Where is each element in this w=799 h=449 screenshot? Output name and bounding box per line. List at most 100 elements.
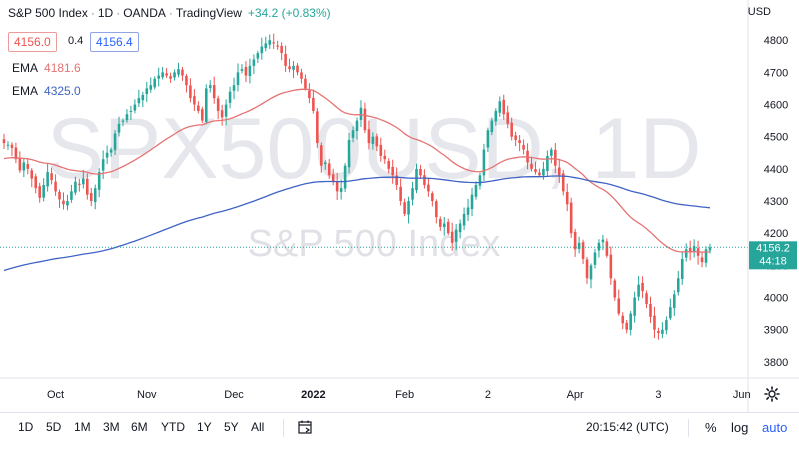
- candle-body: [633, 297, 636, 316]
- ema-lines: [3, 88, 711, 272]
- price-axis[interactable]: 3800390040004100420043004400450046004700…: [764, 35, 788, 369]
- candle-body: [383, 155, 387, 160]
- time-tick-label: Oct: [47, 389, 64, 401]
- settings-gear-icon[interactable]: [764, 386, 780, 402]
- candle-body: [38, 186, 41, 198]
- candle-body: [117, 123, 121, 133]
- buy-price-box[interactable]: 4156.4: [90, 32, 139, 52]
- candle-body: [101, 159, 105, 171]
- candle-body: [252, 59, 256, 66]
- candle-body: [86, 178, 89, 195]
- candle-body: [288, 66, 291, 70]
- candle-body: [375, 136, 379, 147]
- candle-body: [411, 188, 414, 200]
- candle-body: [201, 109, 204, 121]
- candle-body: [680, 258, 684, 279]
- candle-body: [240, 69, 244, 71]
- candle-body: [268, 40, 272, 45]
- price-change: +34.2 (+0.83%): [247, 6, 331, 20]
- candle-body: [379, 144, 383, 156]
- calendar-range-icon[interactable]: [297, 419, 313, 435]
- candle-body: [692, 246, 696, 252]
- log-toggle[interactable]: log: [731, 420, 749, 435]
- candle-body: [597, 242, 601, 251]
- price-tick-label: 3900: [764, 325, 788, 337]
- currency-label[interactable]: USD: [747, 6, 771, 18]
- candle-body: [121, 120, 125, 122]
- candle-body: [490, 120, 494, 133]
- candle-body: [331, 174, 335, 182]
- spread-value: 0.4: [68, 35, 84, 47]
- candle-body: [458, 223, 462, 233]
- candle-body: [145, 88, 149, 94]
- ema-fast-label: EMA: [12, 61, 39, 75]
- last-price-label-bg: [749, 241, 797, 270]
- candle-body: [82, 178, 85, 185]
- candle-body: [292, 65, 295, 70]
- candle-body: [74, 181, 77, 193]
- timeframe-1m[interactable]: 1M: [74, 420, 91, 434]
- timeframe-ytd[interactable]: YTD: [161, 420, 185, 434]
- clock-time[interactable]: 20:15:42 (UTC): [586, 420, 669, 434]
- candle-body: [561, 173, 565, 192]
- candle-body: [494, 110, 498, 122]
- candle-body: [387, 161, 391, 169]
- candle-body: [351, 130, 355, 138]
- timeframe-5d[interactable]: 5D: [46, 420, 62, 434]
- candle-body: [276, 45, 279, 47]
- candle-body: [538, 172, 541, 176]
- candle-body: [427, 184, 430, 192]
- candle-body: [502, 99, 506, 115]
- candle-body: [423, 175, 426, 185]
- candle-body: [149, 85, 153, 90]
- price-tick-label: 4700: [764, 67, 788, 79]
- symbol-name[interactable]: S&P 500 Index: [8, 6, 88, 20]
- candle-body: [161, 72, 164, 78]
- candle-body: [78, 183, 81, 185]
- timeframe-6m[interactable]: 6M: [131, 420, 148, 434]
- candle-body: [316, 111, 319, 144]
- candle-body: [66, 201, 69, 206]
- time-tick-label: 2022: [301, 389, 325, 401]
- ema-slow-legend[interactable]: EMA 4325.0: [12, 84, 81, 98]
- candle-body: [304, 78, 307, 89]
- candle-body: [542, 168, 545, 176]
- time-axis[interactable]: Oct Nov Dec 2022 Feb 2 Apr 3 Jun: [47, 389, 751, 401]
- candle-body: [157, 75, 160, 79]
- candle-body: [676, 278, 680, 293]
- timeframe-1y[interactable]: 1Y: [197, 420, 212, 434]
- countdown-value: 44:18: [759, 255, 787, 267]
- timeframe-1d[interactable]: 1D: [18, 420, 34, 434]
- sell-price-box[interactable]: 4156.0: [8, 32, 57, 52]
- candle-body: [506, 112, 510, 124]
- candle-body: [97, 172, 101, 190]
- candle-body: [89, 193, 93, 202]
- percent-toggle[interactable]: %: [705, 420, 717, 435]
- candle-body: [113, 133, 117, 151]
- candle-body: [518, 140, 521, 144]
- timeframe-5y[interactable]: 5Y: [224, 420, 239, 434]
- candle-body: [585, 259, 589, 279]
- candle-body: [256, 53, 260, 59]
- timeframe-all[interactable]: All: [251, 420, 265, 434]
- candle-body: [34, 176, 38, 189]
- symbol-header[interactable]: S&P 500 Index · 1D · OANDA · TradingView +34.2 …: [8, 6, 331, 20]
- candle-body: [272, 42, 275, 44]
- price-tick-label: 4800: [764, 35, 788, 47]
- candle-body: [522, 144, 525, 150]
- interval-label[interactable]: 1D: [97, 6, 114, 20]
- auto-toggle[interactable]: auto: [762, 420, 788, 435]
- candle-body: [129, 110, 133, 112]
- time-tick-label: Nov: [137, 389, 157, 401]
- candle-body: [649, 303, 652, 317]
- candle-body: [534, 169, 537, 173]
- ema-fast-legend[interactable]: EMA 4181.6: [12, 61, 81, 75]
- timeframe-3m[interactable]: 3M: [103, 420, 120, 434]
- candle-body: [470, 194, 474, 210]
- candle-body: [10, 144, 14, 148]
- candle-body: [625, 322, 628, 330]
- candle-body: [593, 252, 597, 265]
- candle-body: [581, 242, 585, 259]
- candle-body: [224, 104, 228, 117]
